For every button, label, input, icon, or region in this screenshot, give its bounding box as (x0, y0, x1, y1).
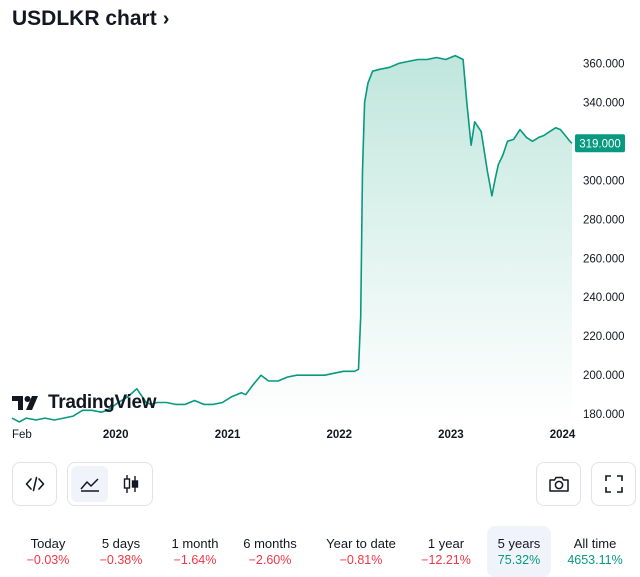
period-label: 6 months (243, 536, 297, 551)
candlestick-icon (123, 475, 138, 493)
x-tick-label: 2024 (550, 429, 576, 441)
camera-icon (548, 476, 569, 492)
period-change: −1.64% (173, 553, 217, 567)
tradingview-logo-text: TradingView (48, 392, 157, 413)
price-chart[interactable]: 180.000 200.000 220.000 240.000 260.000 280.0… (0, 40, 640, 450)
period-label: 1 year (427, 536, 465, 551)
tradingview-logo-icon (12, 396, 38, 410)
period-label: All time (573, 536, 617, 551)
period-1-month[interactable]: 1 month −1.64% (159, 526, 231, 577)
embed-button[interactable] (12, 462, 57, 506)
fullscreen-button[interactable] (591, 462, 636, 506)
period-change: −0.38% (99, 553, 143, 567)
fullscreen-icon (604, 475, 623, 493)
period-all-time[interactable]: All time 4653.11% (560, 526, 630, 577)
y-tick-label: 280.000 (583, 214, 625, 226)
period-1-year[interactable]: 1 year −12.21% (413, 526, 479, 577)
area-style-button[interactable] (71, 466, 108, 502)
y-tick-label: 240.000 (583, 292, 625, 304)
period-5-days[interactable]: 5 days −0.38% (90, 526, 152, 577)
chart-title-link[interactable]: USDLKR chart › (12, 4, 169, 34)
price-line (11, 54, 573, 423)
chart-title: USDLKR chart (12, 7, 157, 30)
period-label: Year to date (326, 536, 396, 551)
y-tick-label: 300.000 (583, 175, 625, 187)
candles-style-button[interactable] (112, 466, 149, 502)
last-price-tag (575, 134, 625, 153)
period-year-to-date[interactable]: Year to date −0.81% (312, 526, 410, 577)
x-tick-label: 2022 (327, 429, 353, 441)
period-change: −0.81% (339, 553, 383, 567)
period-5-years[interactable]: 5 years 75.32% (487, 526, 551, 577)
chevron-right-icon: › (162, 7, 170, 30)
period-label: Today (30, 536, 66, 551)
period-change: 4653.11% (567, 553, 623, 567)
embed-code-icon (25, 476, 44, 492)
area-chart-icon (79, 478, 99, 492)
tradingview-logo: TradingView (12, 392, 157, 414)
y-tick-label: 200.000 (583, 370, 625, 382)
y-tick-label: 340.000 (583, 97, 625, 109)
period-label: 1 month (171, 536, 219, 551)
period-change: −12.21% (421, 553, 471, 567)
x-tick-label: 2023 (438, 429, 464, 441)
period-6-months[interactable]: 6 months −2.60% (232, 526, 308, 577)
performance-periods: Today −0.03% 5 days −0.38% 1 month −1.64% 6 mo… (0, 526, 640, 577)
period-change: −0.03% (26, 553, 70, 567)
last-price-value: 319.000 (579, 138, 621, 150)
price-area-fill (12, 55, 572, 422)
x-tick-label: Feb (12, 429, 32, 441)
chart-style-toggle (67, 462, 153, 506)
y-tick-label: 360.000 (583, 58, 625, 70)
period-label: 5 years (497, 536, 541, 551)
period-change: −2.60% (248, 553, 292, 567)
y-tick-label: 260.000 (583, 253, 625, 265)
x-tick-label: 2021 (215, 429, 241, 441)
period-change: 75.32% (497, 553, 541, 567)
period-label: 5 days (101, 536, 141, 551)
period-today[interactable]: Today −0.03% (18, 526, 78, 577)
x-tick-label: 2020 (103, 429, 129, 441)
y-tick-label: 180.000 (583, 409, 625, 421)
y-tick-label: 220.000 (583, 331, 625, 343)
snapshot-button[interactable] (536, 462, 581, 506)
